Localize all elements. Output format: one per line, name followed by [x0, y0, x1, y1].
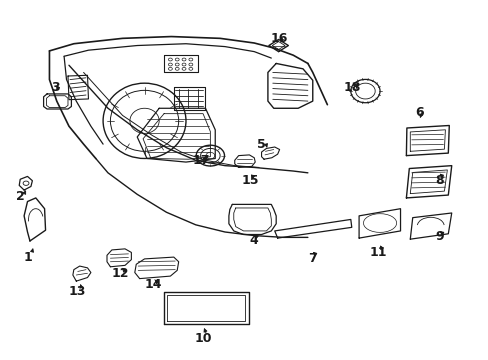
Text: 9: 9 — [434, 230, 443, 243]
Text: 13: 13 — [69, 285, 86, 298]
Text: 3: 3 — [51, 81, 60, 94]
Text: 10: 10 — [194, 332, 211, 345]
Text: 5: 5 — [257, 138, 265, 151]
Text: 6: 6 — [414, 106, 423, 119]
Text: 7: 7 — [308, 252, 317, 265]
Text: 15: 15 — [241, 174, 259, 186]
Text: 14: 14 — [144, 278, 161, 291]
Text: 18: 18 — [344, 81, 361, 94]
Text: 2: 2 — [16, 190, 24, 203]
Text: 12: 12 — [111, 267, 129, 280]
Text: 8: 8 — [434, 174, 443, 186]
Text: 17: 17 — [192, 154, 210, 167]
Text: 4: 4 — [249, 234, 258, 247]
Text: 11: 11 — [369, 246, 386, 259]
Text: 16: 16 — [270, 32, 288, 45]
Text: 1: 1 — [23, 251, 32, 264]
